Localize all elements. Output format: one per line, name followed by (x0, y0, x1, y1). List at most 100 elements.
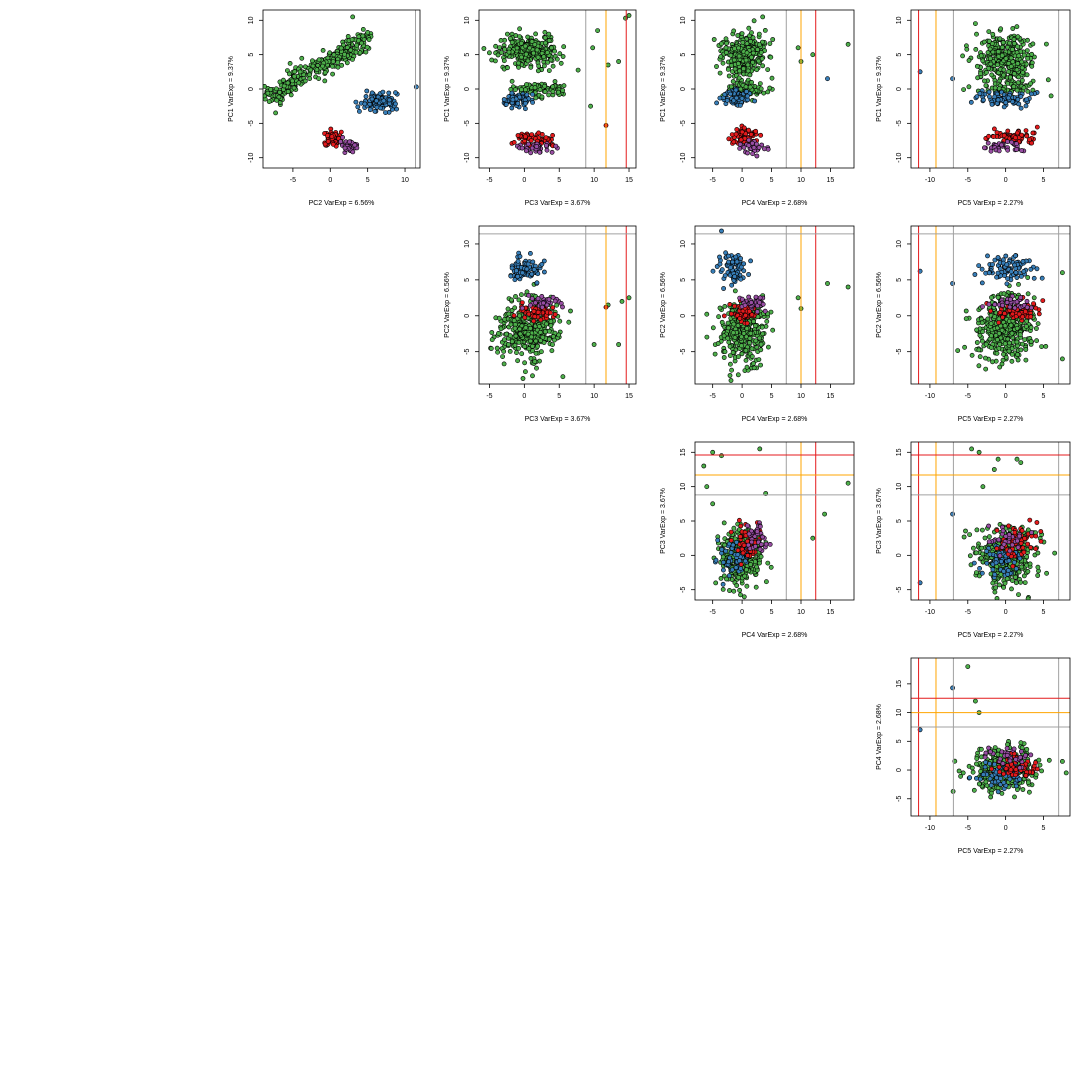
data-point-green (724, 576, 729, 582)
y-axis-title: PC2 VarExp = 6.56% (660, 272, 667, 338)
data-point-green (999, 361, 1005, 367)
data-point-green (732, 46, 737, 51)
data-point-green (748, 562, 753, 567)
data-point-blue (995, 97, 1001, 103)
data-point-green (543, 40, 548, 46)
data-point-blue (1006, 95, 1011, 101)
data-point-red (729, 132, 735, 137)
data-point-green (724, 40, 729, 46)
data-point-green (1024, 48, 1030, 53)
data-point-red (992, 126, 997, 132)
points-pc2-vs-pc3 (488, 250, 632, 381)
data-point-green (979, 545, 985, 551)
plot-frame (694, 441, 855, 601)
data-point-green (291, 85, 297, 91)
data-point-purple (745, 523, 750, 528)
data-point-green (1009, 358, 1015, 364)
data-point-green (964, 46, 970, 52)
data-point-green (716, 314, 721, 320)
data-point-green (320, 48, 326, 53)
data-point-red (996, 320, 1002, 325)
data-point-green (741, 66, 746, 72)
data-point-green (757, 335, 762, 341)
data-point-green (704, 311, 710, 317)
data-point-green (770, 37, 776, 42)
data-point-green (501, 348, 507, 354)
data-point-purple (1029, 305, 1034, 311)
data-point-green (356, 34, 362, 40)
data-point-red (758, 132, 764, 138)
data-point-green (810, 52, 816, 58)
data-point-green (289, 78, 295, 84)
data-point-blue (530, 92, 535, 97)
data-point-green (556, 332, 562, 338)
y-tick-label: 5 (680, 519, 687, 523)
data-point-red (1002, 310, 1007, 316)
data-point-green (983, 366, 989, 372)
data-point-blue (355, 104, 361, 110)
data-point-green (489, 337, 495, 343)
x-axis-title: PC5 VarExp = 2.27% (958, 416, 1024, 423)
data-point-blue (738, 276, 744, 282)
data-point-green (730, 350, 736, 355)
data-point-blue (531, 267, 537, 272)
data-point-red (543, 135, 549, 140)
data-point-green (1015, 357, 1021, 363)
data-point-red (1019, 132, 1025, 138)
data-point-blue (1015, 97, 1021, 102)
data-point-green (983, 355, 988, 361)
data-point-blue (979, 266, 985, 272)
data-point-green (530, 348, 535, 354)
data-point-green (514, 350, 519, 355)
data-point-green (980, 329, 985, 335)
data-point-green (760, 331, 766, 337)
data-point-green (1028, 81, 1033, 86)
data-point-red (988, 308, 993, 314)
data-point-blue (353, 99, 359, 105)
data-point-purple (1014, 147, 1019, 152)
data-point-green (750, 50, 756, 56)
data-point-green (1034, 326, 1039, 331)
data-point-green (1019, 59, 1025, 65)
data-point-purple (553, 143, 559, 149)
data-point-green (550, 63, 556, 69)
data-point-green (757, 81, 763, 86)
data-point-blue (1005, 276, 1010, 281)
data-point-purple (352, 142, 358, 148)
data-point-green (329, 63, 335, 69)
data-point-green (745, 62, 751, 68)
data-point-green (766, 344, 771, 350)
data-point-blue (1013, 253, 1018, 259)
data-point-green (1023, 347, 1029, 352)
data-point-green (339, 62, 345, 68)
data-point-green (515, 358, 520, 364)
data-point-green (980, 338, 985, 344)
data-point-green (501, 361, 507, 367)
data-point-green (974, 340, 980, 345)
data-point-green (1023, 357, 1029, 363)
data-point-red (329, 134, 335, 139)
data-point-purple (985, 140, 991, 146)
data-point-green (1010, 578, 1015, 583)
data-point-green (541, 54, 547, 60)
data-point-red (991, 134, 996, 139)
y-tick-label: 10 (680, 483, 687, 491)
data-point-blue (734, 539, 739, 545)
data-point-red (1036, 311, 1042, 317)
data-point-green (538, 338, 543, 343)
y-tick-label: 10 (680, 16, 687, 24)
data-point-green (554, 56, 560, 62)
data-point-green (524, 82, 529, 87)
data-point-green (348, 47, 354, 53)
data-point-purple (746, 531, 752, 537)
x-tick-label: 10 (797, 609, 805, 616)
data-point-blue (976, 263, 982, 268)
data-point-green (974, 31, 979, 37)
x-tick-label: -10 (925, 177, 935, 184)
data-point-green (983, 341, 989, 347)
data-point-green (542, 83, 547, 89)
data-point-green (1009, 330, 1015, 336)
data-point-green (591, 342, 597, 347)
data-point-green (498, 38, 504, 43)
data-point-red (747, 308, 752, 314)
